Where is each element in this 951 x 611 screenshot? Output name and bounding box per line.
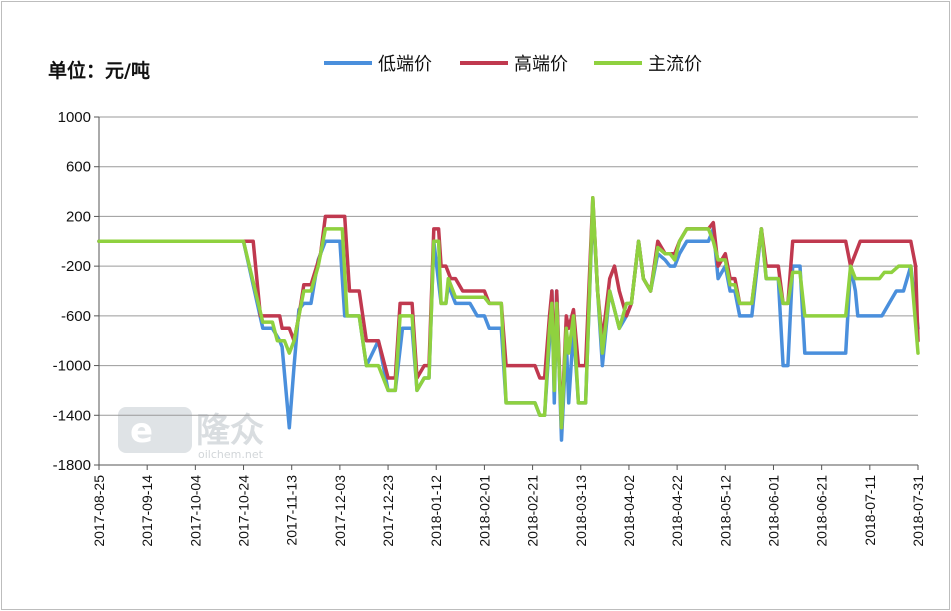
legend-label-1: 低端价 <box>378 54 432 75</box>
x-tick-label: 2018-02-01 <box>476 475 492 547</box>
x-tick-label: 2017-12-23 <box>380 475 396 547</box>
x-tick-label: 2018-06-21 <box>814 475 830 547</box>
x-tick-label: 2017-10-24 <box>236 475 252 547</box>
y-tick-label: -1400 <box>53 407 91 424</box>
x-tick-label: 2017-11-13 <box>284 475 300 546</box>
series-group <box>97 196 920 442</box>
x-tick-label: 2018-04-22 <box>669 475 685 547</box>
x-tick-label: 2017-10-04 <box>187 475 203 547</box>
watermark-logo-icon <box>118 407 192 453</box>
x-tick-label: 2018-06-01 <box>765 475 781 547</box>
y-tick-label: -1800 <box>53 457 91 474</box>
series-line-1 <box>97 202 920 442</box>
y-tick-label: -200 <box>61 258 91 275</box>
legend-label-2: 高端价 <box>514 54 568 75</box>
y-tick-label: -600 <box>61 308 91 325</box>
watermark-subtext: oilchem.net <box>198 448 264 461</box>
axes <box>98 117 918 466</box>
x-tick-label: 2017-08-25 <box>91 475 107 547</box>
x-tick-label: 2018-02-21 <box>525 475 541 547</box>
series-line-2 <box>97 196 920 430</box>
x-tick-label: 2018-03-13 <box>573 475 589 547</box>
x-tick-label: 2018-01-12 <box>428 475 444 547</box>
watermark-text: 隆众 <box>196 411 264 451</box>
x-tick-label: 2018-04-02 <box>621 475 637 547</box>
x-axis-ticks: 2017-08-25 2017-09-14 2017-10-04 2017-10-24… <box>91 465 926 547</box>
watermark: e 隆众 oilchem.net <box>118 407 264 461</box>
x-tick-label: 2018-07-11 <box>862 475 878 546</box>
y-axis-ticks: 1000 600 200 -200 -600 -1000 -1400 -1800 <box>53 109 99 474</box>
legend-label-3: 主流价 <box>648 54 702 75</box>
x-tick-label: 2017-09-14 <box>139 475 155 547</box>
y-tick-label: 1000 <box>58 109 91 126</box>
series-line-3 <box>97 196 920 430</box>
legend: 低端价 高端价 主流价 <box>324 54 702 75</box>
unit-label: 单位：元/吨 <box>48 60 150 82</box>
x-tick-label: 2017-12-03 <box>332 475 348 547</box>
watermark-logo-letter: e <box>130 411 153 451</box>
y-tick-label: -1000 <box>53 358 91 375</box>
x-tick-label: 2018-05-12 <box>717 475 733 547</box>
y-tick-label: 200 <box>66 208 91 225</box>
y-tick-label: 600 <box>66 159 91 176</box>
x-tick-label: 2018-07-31 <box>910 475 926 547</box>
